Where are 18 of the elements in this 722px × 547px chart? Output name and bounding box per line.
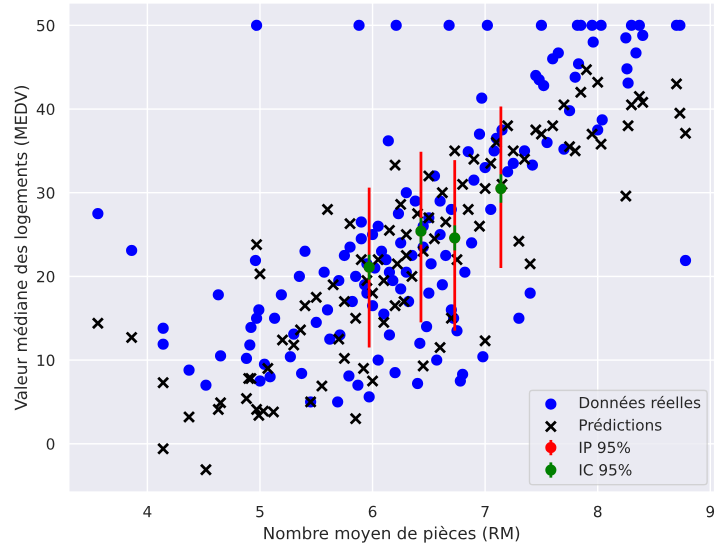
y-tick-label: 40	[36, 103, 54, 116]
y-tick-label: 0	[46, 438, 54, 450]
x-axis-title: Nombre moyen de pièces (RM)	[264, 526, 520, 543]
y-tick-label: 30	[37, 187, 54, 199]
x-tick-label: 4	[143, 506, 152, 518]
legend-label: Prédictions	[580, 418, 662, 431]
x-tick-label: 9	[706, 506, 714, 518]
legend-label: Données réelles	[580, 396, 700, 408]
legend-label: IP 95%	[580, 442, 630, 454]
y-tick-label: 10	[38, 354, 54, 366]
x-tick-label: 5	[256, 506, 264, 518]
x-tick-label: 6	[368, 506, 376, 518]
y-axis-title: Valeur médiane des logements (MEDV)	[14, 86, 30, 410]
x-tick-label: 7	[482, 506, 489, 518]
y-tick-label: 20	[37, 270, 54, 282]
legend-label: IC 95%	[580, 464, 632, 476]
y-tick-label: 50	[37, 20, 54, 32]
x-tick-label: 8	[594, 506, 602, 518]
